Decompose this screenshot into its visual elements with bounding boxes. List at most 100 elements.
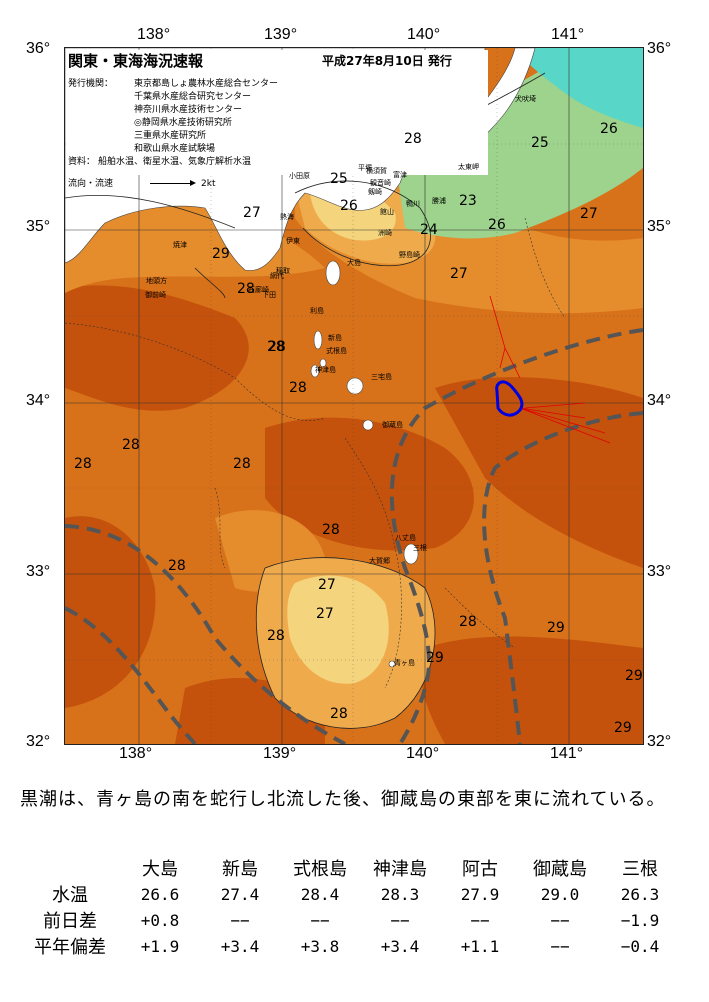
place-name: 勝浦 <box>432 197 446 205</box>
column-header: 阿古 <box>462 859 498 880</box>
sst-label: 29 <box>625 668 643 684</box>
table-cell: −− <box>550 910 570 930</box>
sst-label: 29 <box>212 246 230 262</box>
place-name: 御前崎 <box>145 291 166 299</box>
place-name: 熱海 <box>280 213 294 221</box>
table-cell: 26.6 <box>140 884 180 904</box>
current-vectors <box>489 295 611 444</box>
sst-label: 29 <box>547 620 565 636</box>
issue-date: 平成27年8月10日 発行 <box>322 54 452 68</box>
sst-label: 28 <box>74 456 92 472</box>
sst-label: 28 <box>330 706 348 722</box>
issuer-3: 神奈川県水産技術センター <box>134 105 243 115</box>
place-name: 太東岬 <box>458 163 479 171</box>
sst-label: 28 <box>267 339 285 355</box>
place-name: 御蔵島 <box>382 421 403 429</box>
issuer-list: 東京都島しょ農林水産総合センター 千葉県水産総合研究センター 神奈川県水産技術セ… <box>134 78 278 156</box>
table-row: 平年偏差 +1.9 +3.4 +3.8 +3.4 +1.1 −− −0.4 <box>20 933 680 959</box>
column-header: 御蔵島 <box>533 859 587 880</box>
lat-label-34-right: 34° <box>647 392 672 409</box>
place-name: 三宅島 <box>371 373 392 381</box>
lat-label-35-right: 35° <box>647 218 672 235</box>
sea-temperature-map <box>64 47 644 745</box>
lon-label-140-bottom: 140° <box>406 745 440 762</box>
lat-label-32-left: 32° <box>26 733 51 750</box>
place-name: 網代 <box>270 272 284 280</box>
table-header-row: 大島 新島 式根島 神津島 阿古 御蔵島 三根 <box>20 855 680 881</box>
kuroshio-axis <box>65 328 643 744</box>
table-cell: 27.4 <box>220 884 260 904</box>
place-name: 横須賀 <box>366 167 387 175</box>
lat-label-33-right: 33° <box>647 563 672 580</box>
issuer-6: 和歌山県水産試験場 <box>134 144 216 154</box>
row-label: 前日差 <box>43 911 97 932</box>
issuer-5: 三重県水産研究所 <box>134 131 207 141</box>
flow-scale-value: 2kt <box>201 179 216 189</box>
table-cell: +3.4 <box>220 936 260 956</box>
lat-label-36-left: 36° <box>26 40 51 57</box>
sst-label: 28 <box>267 628 285 644</box>
place-name: 洲崎 <box>378 229 392 237</box>
lat-label-33-left: 33° <box>26 563 51 580</box>
sst-label: 25 <box>330 171 348 187</box>
sst-label: 28 <box>168 558 186 574</box>
issuer-2: 千葉県水産総合研究センター <box>134 92 252 102</box>
lon-label-139-bottom: 139° <box>263 745 297 762</box>
place-name: 焼津 <box>173 241 187 249</box>
sst-label: 29 <box>614 720 632 736</box>
table-row: 前日差 +0.8 −− −− −− −− −− −1.9 <box>20 907 680 933</box>
sst-label: 26 <box>340 198 358 214</box>
place-name: 石廊崎 <box>248 286 269 294</box>
sst-label: 28 <box>404 131 422 147</box>
observation-table: 大島 新島 式根島 神津島 阿古 御蔵島 三根 水温 26.6 27.4 28.… <box>20 855 680 959</box>
table-corner <box>20 855 120 881</box>
place-name: 地頭方 <box>146 277 167 285</box>
place-name: 野島崎 <box>399 251 420 259</box>
lon-label-138-top: 138° <box>137 26 171 43</box>
table-cell: +3.4 <box>380 936 420 956</box>
lon-label-141-top: 141° <box>551 26 585 43</box>
place-name: 犬吠埼 <box>515 95 536 103</box>
place-name: 下田 <box>262 291 276 299</box>
sst-label: 28 <box>233 456 251 472</box>
table-cell: −1.9 <box>620 910 660 930</box>
map-canvas <box>65 48 643 744</box>
sst-label: 27 <box>450 266 468 282</box>
table-cell: 27.9 <box>460 884 500 904</box>
isotherm-lines <box>65 72 546 729</box>
place-name: 鴨川 <box>406 200 420 208</box>
flow-scale-arrow <box>150 183 194 184</box>
place-name: 剱崎 <box>368 188 382 196</box>
lat-label-34-left: 34° <box>26 392 51 409</box>
place-name: 利島 <box>310 307 324 315</box>
sst-label: 28 <box>322 522 340 538</box>
table-cell: −− <box>390 910 410 930</box>
lon-label-140-top: 140° <box>407 26 441 43</box>
place-name: 三根 <box>413 544 427 552</box>
lon-label-138-bottom: 138° <box>119 745 153 762</box>
cyan-coastal-water <box>515 48 643 128</box>
place-name: 大島 <box>347 259 361 267</box>
table-cell: +1.9 <box>140 936 180 956</box>
sst-label: 28 <box>459 614 477 630</box>
warm-water-patches <box>65 285 643 744</box>
column-header: 新島 <box>222 859 258 880</box>
table-cell: +1.1 <box>460 936 500 956</box>
place-name: 八丈島 <box>395 534 416 542</box>
summary-text: 黒潮は、青ヶ島の南を蛇行し北流した後、御蔵島の東部を東に流れている。 <box>20 789 666 810</box>
lon-label-141-bottom: 141° <box>550 745 584 762</box>
table-cell: −− <box>470 910 490 930</box>
place-name: 平塚 <box>358 164 372 172</box>
lon-label-139-top: 139° <box>264 26 298 43</box>
column-header: 式根島 <box>293 859 347 880</box>
map-header <box>68 50 488 175</box>
table-cell: −0.4 <box>620 936 660 956</box>
sst-label: 28 <box>268 339 286 355</box>
place-name: 新島 <box>328 334 342 342</box>
sst-label: 25 <box>531 135 549 151</box>
place-name: 館山 <box>380 208 394 216</box>
data-sources: 船舶水温、衛星水温、気象庁解析水温 <box>98 157 252 167</box>
place-name: 小田原 <box>289 172 310 180</box>
sst-label: 28 <box>237 281 255 297</box>
place-name: 伊東 <box>286 237 300 245</box>
